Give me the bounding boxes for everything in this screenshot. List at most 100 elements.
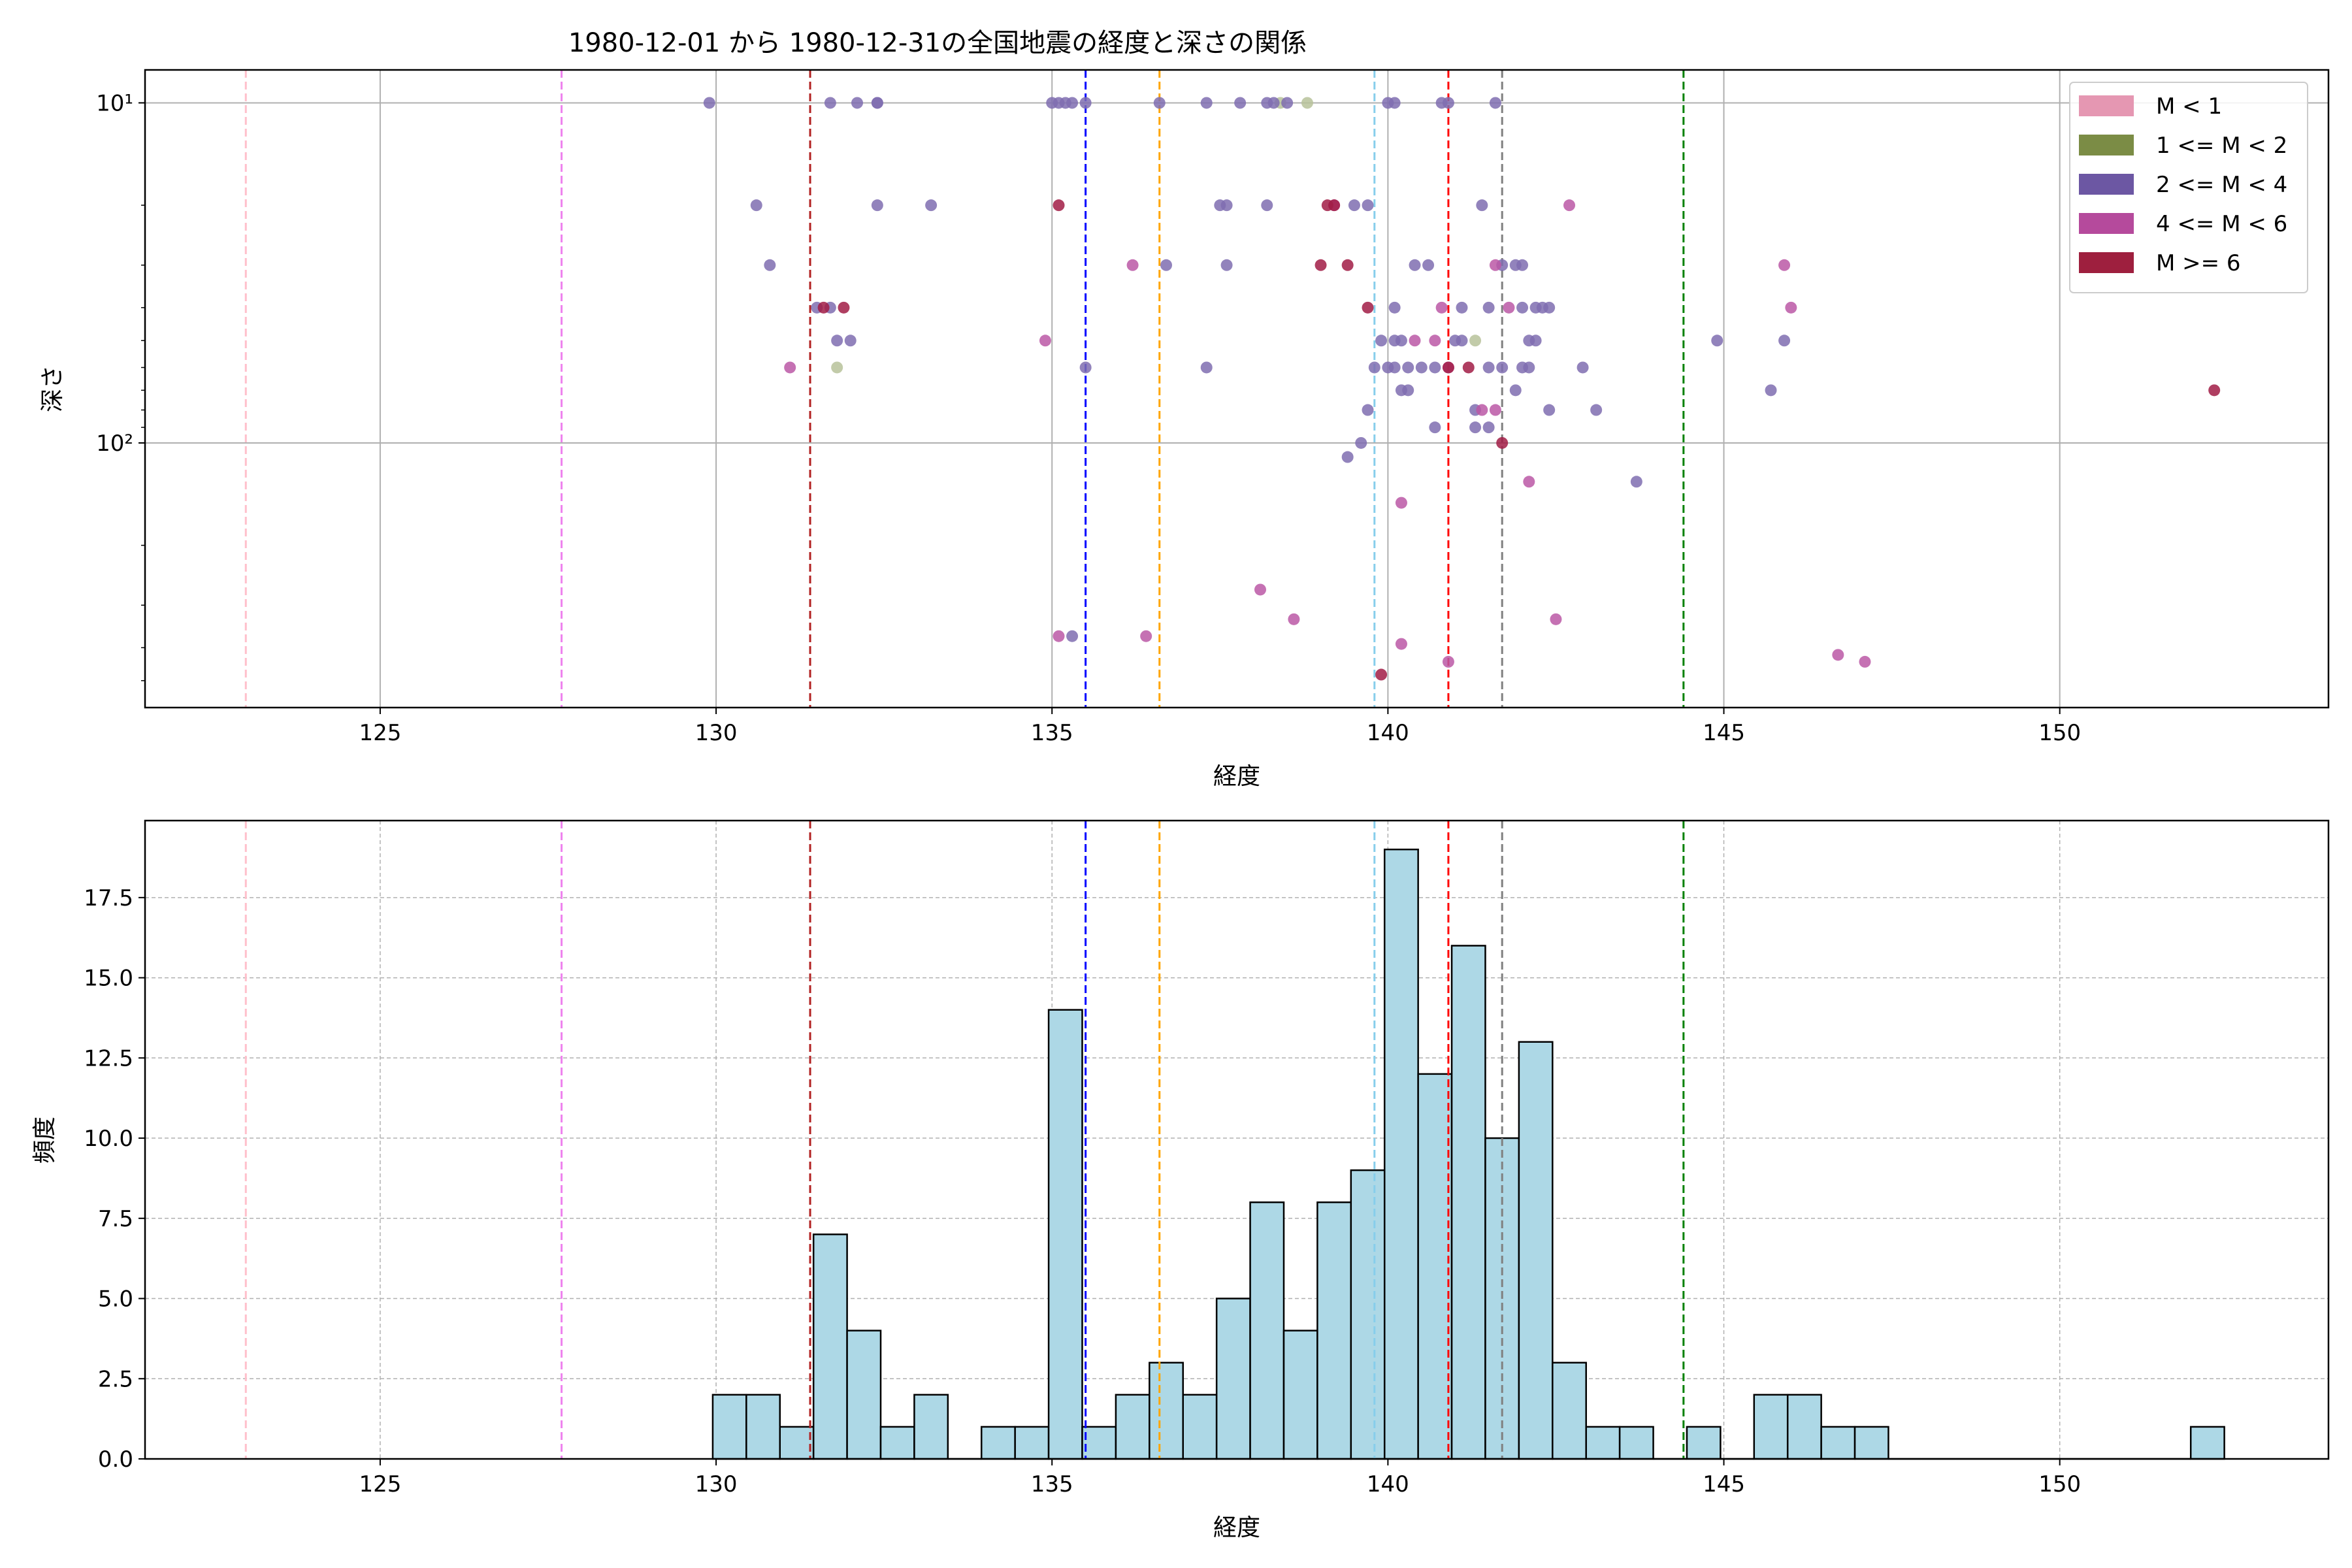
scatter-point [1415,361,1428,374]
scatter-point [844,335,857,347]
scatter-point [1382,97,1394,109]
scatter-point [925,199,938,212]
histogram-bar [846,1330,882,1460]
scatter-point [1153,97,1166,109]
legend-label-m-gte-6: M >= 6 [2156,250,2241,276]
histogram-bar [1552,1362,1587,1460]
scatter-x-tick-label: 140 [1367,720,1409,746]
legend-label-m-1-2: 1 <= M < 2 [2156,133,2287,159]
scatter-point [1476,404,1488,416]
scatter-point [1489,259,1501,271]
scatter-point [1066,97,1079,109]
histogram-bar [1282,1330,1318,1460]
scatter-point [1409,259,1421,271]
scatter-point [1402,384,1414,397]
scatter-point [1442,655,1454,668]
scatter-point [1053,630,1065,642]
scatter-point [1503,301,1515,314]
histogram-bar [1585,1426,1621,1460]
histogram-x-tick-label: 150 [2038,1471,2081,1497]
scatter-point [1489,97,1501,109]
scatter-y-tick-label: 10² [96,431,133,457]
legend-swatch-m-lt-1 [2079,95,2134,116]
scatter-point [824,97,836,109]
histogram-x-axis-label: 経度 [1213,1514,1260,1541]
scatter-x-tick-label: 130 [695,720,738,746]
scatter-point [1778,335,1791,347]
scatter-point [1328,199,1341,212]
legend-label-m-lt-1: M < 1 [2156,93,2222,120]
histogram-bar [711,1394,747,1460]
scatter-point [1462,361,1475,374]
scatter-point [1429,361,1441,374]
histogram-bar [1450,945,1486,1460]
chart-title: 1980-12-01 から 1980-12-31の全国地震の経度と深さの関係 [568,28,1307,58]
histogram-plot: 125 130 135 140 145 150 0.0 2.5 5.0 7.5 10.0 12.5 15… [31,819,2330,1541]
scatter-x-tick-label: 145 [1703,720,1745,746]
scatter-point [1140,630,1152,642]
scatter-point [1469,335,1482,347]
scatter-point [1039,335,1051,347]
histogram-bar [1115,1394,1151,1460]
histogram-bar [980,1426,1016,1460]
scatter-point [1563,199,1576,212]
histogram-bar [1753,1394,1789,1460]
scatter-point [831,335,843,347]
scatter-point [750,199,762,212]
scatter-point [1509,384,1522,397]
scatter-point [1435,301,1448,314]
scatter-point [1456,335,1468,347]
scatter-point [1315,259,1327,271]
scatter-x-tick-label: 125 [359,720,401,746]
histogram-x-tick-label: 145 [1703,1471,1745,1497]
scatter-point [838,301,850,314]
histogram-y-tick-label: 7.5 [98,1206,133,1232]
scatter-point [1550,613,1562,625]
scatter-point [1576,361,1589,374]
legend-swatch-m-2-4 [2079,174,2134,195]
scatter-point [1079,97,1092,109]
scatter-point [1395,638,1407,650]
scatter-point [1079,361,1092,374]
histogram-bar [1316,1201,1352,1460]
scatter-point [1388,361,1401,374]
scatter-point [1220,259,1233,271]
scatter-point [1261,199,1273,212]
scatter-point [1523,476,1535,488]
histogram-bar [1686,1426,1722,1460]
scatter-point [1348,199,1360,212]
scatter-point [1590,404,1603,416]
histogram-bar [1618,1426,1654,1460]
histogram-bar [1149,1362,1184,1460]
scatter-point [1362,199,1374,212]
histogram-bar [1249,1201,1285,1460]
scatter-x-tick-label: 135 [1031,720,1073,746]
scatter-point [1442,361,1454,374]
scatter-point [1341,451,1354,463]
scatter-point [1395,497,1407,509]
scatter-point [1375,335,1388,347]
scatter-point [1778,259,1791,271]
legend-label-m-2-4: 2 <= M < 4 [2156,172,2287,198]
scatter-point [1362,301,1374,314]
scatter-point [1375,668,1388,681]
scatter-point [1543,404,1556,416]
legend-swatch-m-4-6 [2079,213,2134,234]
scatter-point [1523,361,1535,374]
scatter-point [1496,436,1509,449]
histogram-bar [812,1233,848,1460]
scatter-point [1281,97,1294,109]
histogram-bar [779,1426,815,1460]
scatter-point [784,361,796,374]
scatter-point [1368,361,1380,374]
histogram-bar [1182,1394,1218,1460]
scatter-point [817,301,830,314]
scatter-plot-frame [144,69,2330,709]
scatter-point [1288,613,1300,625]
histogram-bar [1854,1426,1889,1460]
scatter-point [1429,335,1441,347]
scatter-point [1200,97,1213,109]
scatter-point [1395,335,1407,347]
scatter-point [1832,649,1844,661]
